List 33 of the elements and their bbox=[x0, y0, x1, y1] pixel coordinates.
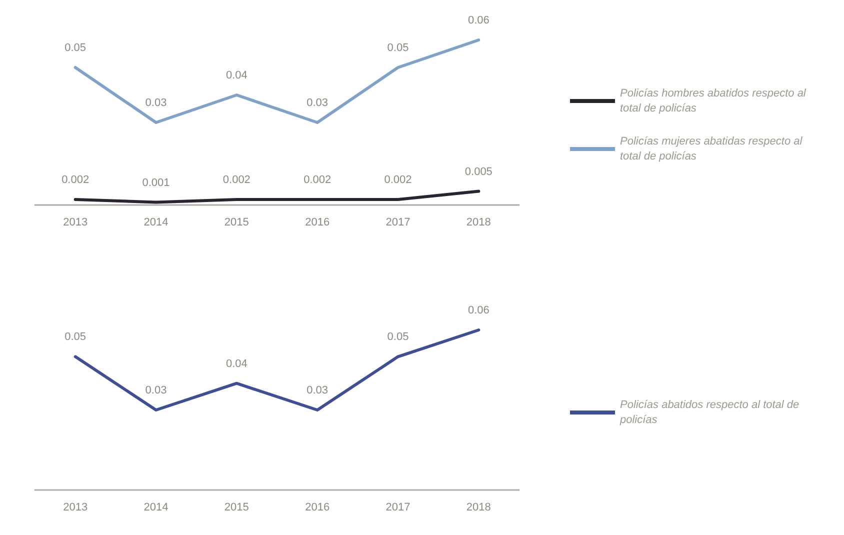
legend-label: Policías abatidos respecto al total de policías bbox=[619, 399, 802, 426]
data-label: 0.05 bbox=[64, 42, 86, 54]
x-tick-label: 2013 bbox=[63, 502, 88, 514]
data-label: 0.04 bbox=[226, 358, 248, 370]
legend-label: Policías mujeres abatidas respecto al total de policías bbox=[620, 136, 806, 162]
x-tick-label: 2013 bbox=[63, 216, 88, 228]
data-label: 0.002 bbox=[304, 174, 332, 186]
data-label: 0.04 bbox=[226, 70, 248, 82]
x-tick-label: 2018 bbox=[466, 216, 491, 228]
data-label: 0.03 bbox=[306, 97, 328, 109]
data-label: 0.05 bbox=[387, 42, 409, 54]
data-label: 0.03 bbox=[306, 384, 328, 396]
data-label: 0.002 bbox=[384, 174, 412, 186]
data-label: 0.005 bbox=[464, 166, 492, 178]
x-tick-label: 2014 bbox=[144, 216, 168, 228]
data-label: 0.001 bbox=[142, 176, 170, 189]
x-tick-label: 2017 bbox=[386, 216, 410, 228]
data-label: 0.06 bbox=[468, 304, 490, 316]
x-tick-label: 2018 bbox=[466, 502, 491, 514]
data-label: 0.03 bbox=[145, 97, 167, 109]
x-tick-label: 2017 bbox=[386, 502, 410, 514]
data-label: 0.002 bbox=[62, 174, 90, 186]
x-tick-label: 2015 bbox=[224, 216, 249, 228]
x-tick-label: 2016 bbox=[305, 216, 330, 228]
data-label: 0.06 bbox=[468, 14, 490, 26]
data-label: 0.05 bbox=[387, 331, 409, 344]
x-tick-label: 2016 bbox=[305, 502, 330, 514]
data-label: 0.05 bbox=[64, 331, 86, 344]
x-tick-label: 2015 bbox=[224, 502, 249, 514]
data-label: 0.002 bbox=[222, 174, 250, 186]
x-tick-label: 2014 bbox=[144, 502, 168, 514]
legend-label: Policías hombres abatidos respecto al total de policías bbox=[620, 88, 809, 114]
data-label: 0.03 bbox=[145, 384, 167, 396]
